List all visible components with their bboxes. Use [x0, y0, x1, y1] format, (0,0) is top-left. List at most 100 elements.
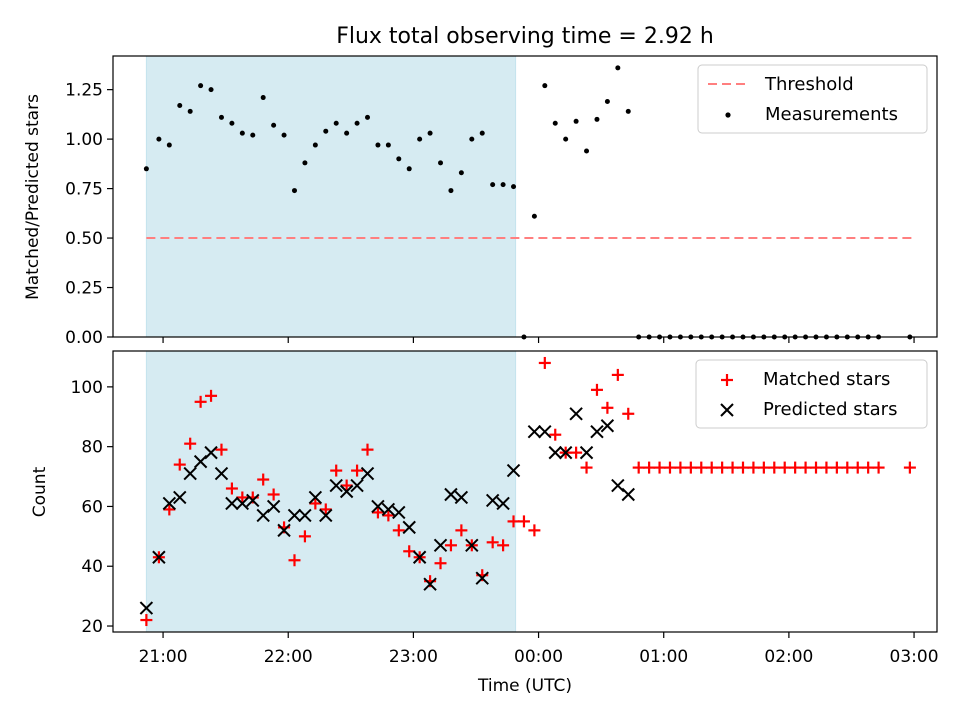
predicted-point: [193, 454, 208, 469]
predicted-point: [527, 425, 542, 439]
predicted-point: [308, 490, 323, 505]
y-tick-label: 80: [81, 438, 103, 458]
predicted-point: [339, 484, 354, 499]
count-axes-frame: [112, 350, 938, 633]
y-tick-label: 40: [81, 557, 103, 577]
x-tick-label: 21:00: [139, 647, 188, 667]
matched-point: [747, 461, 760, 474]
measurement-point: [448, 188, 454, 194]
predicted-point: [183, 466, 197, 481]
measurement-point: [177, 102, 183, 108]
measurement-point: [438, 160, 444, 166]
ratio-legend-box: [697, 64, 928, 134]
matched-point: [173, 458, 186, 471]
matched-point: [163, 503, 176, 516]
matched-point: [736, 461, 749, 474]
matched-point: [841, 461, 854, 474]
matched-point: [486, 536, 499, 549]
predicted-point: [256, 508, 270, 523]
legend-measurements-label: Measurements: [765, 104, 898, 125]
matched-point: [351, 464, 364, 477]
matched-point: [601, 401, 614, 414]
matched-point: [340, 479, 353, 492]
matched-point: [236, 491, 249, 504]
predicted-point: [569, 407, 583, 421]
measurement-point: [375, 142, 381, 148]
predicted-point: [329, 478, 343, 493]
count-y-ticks: 20 40 60 80 100: [71, 378, 113, 637]
measurement-point: [260, 95, 266, 101]
matched-point: [768, 461, 781, 474]
measurement-point: [229, 120, 235, 126]
predicted-point: [611, 478, 625, 493]
count-y-axis-label: Count: [30, 466, 50, 517]
measurement-point: [469, 136, 475, 142]
matched-point: [778, 461, 791, 474]
measurement-point: [344, 130, 350, 136]
measurement-point: [563, 136, 569, 142]
predicted-point: [548, 445, 562, 460]
measurement-point: [406, 166, 412, 172]
measurement-point: [166, 142, 172, 148]
ratio-y-ticks: 0.00 0.25 0.50 0.75 1.00 1.25: [65, 81, 113, 348]
measurement-point: [271, 122, 277, 128]
predicted-point: [392, 505, 406, 520]
measurement-point: [500, 182, 506, 188]
legend-matched-swatch: [721, 374, 733, 386]
measurement-point: [573, 118, 579, 124]
matched-point: [862, 461, 875, 474]
matched-point: [298, 530, 311, 543]
measurement-point: [584, 148, 590, 154]
predicted-point: [235, 496, 250, 511]
predicted-point: [319, 508, 333, 523]
x-tick-label: 03:00: [890, 647, 939, 667]
matched-point: [810, 461, 823, 474]
matched-point: [497, 539, 510, 552]
measurement-point: [396, 156, 402, 162]
y-tick-label: 1.25: [65, 81, 103, 101]
x-tick-label: 22:00: [264, 647, 313, 667]
measurement-point: [250, 132, 256, 138]
matched-point: [538, 356, 551, 369]
predicted-point: [496, 496, 510, 511]
predicted-point: [287, 508, 302, 523]
predicted-point: [454, 490, 469, 505]
matched-point: [257, 473, 270, 486]
predicted-point: [381, 502, 396, 517]
matched-point: [872, 461, 885, 474]
predicted-point: [162, 496, 177, 511]
ratio-panel: 0.00 0.25 0.50 0.75 1.00 1.25 Matched/Predict…: [23, 55, 938, 348]
predicted-point: [173, 490, 187, 505]
measurement-point: [615, 65, 621, 71]
matched-point: [757, 461, 770, 474]
matched-point: [799, 461, 812, 474]
matched-point: [309, 497, 322, 510]
predicted-point: [350, 478, 364, 493]
predicted-point: [465, 538, 479, 553]
measurement-point: [333, 120, 339, 126]
count-legend: Matched stars Predicted stars: [695, 359, 928, 429]
measurement-point: [198, 83, 204, 89]
matched-point: [789, 461, 802, 474]
measurement-point: [594, 116, 600, 122]
count-legend-box: [695, 359, 928, 429]
matched-point: [820, 461, 833, 474]
matched-point: [632, 461, 645, 474]
x-tick-label: 23:00: [389, 647, 438, 667]
matched-point: [225, 482, 238, 495]
predicted-point: [402, 520, 416, 535]
predicted-point: [485, 493, 500, 508]
measurement-point: [302, 160, 308, 166]
matched-point: [184, 437, 197, 450]
measurement-point: [604, 99, 610, 105]
matched-point: [319, 503, 332, 516]
measurement-point: [458, 170, 464, 176]
measurement-point: [239, 130, 245, 136]
predicted-point: [600, 419, 615, 433]
ratio-legend: Threshold Measurements: [697, 64, 928, 134]
matched-point: [674, 461, 687, 474]
ratio-axes-frame: [112, 55, 938, 338]
predicted-point: [579, 445, 594, 460]
y-tick-label: 0.25: [65, 279, 103, 299]
